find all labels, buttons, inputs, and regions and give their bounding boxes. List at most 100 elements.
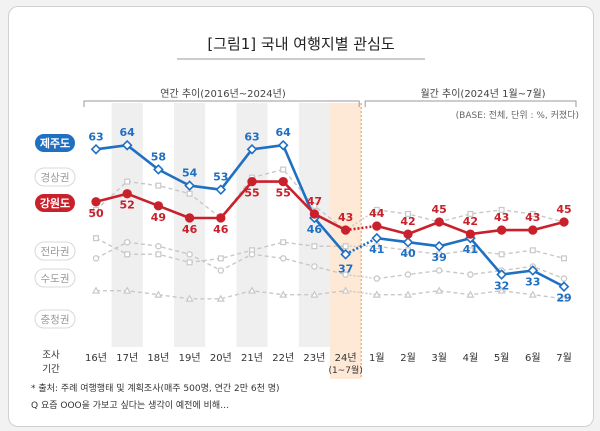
legend-label: 경상권	[41, 171, 70, 184]
x-tick-label: 1월	[369, 352, 385, 364]
data-point	[186, 259, 193, 266]
data-point	[90, 143, 102, 155]
data-label: 40	[400, 247, 416, 260]
data-point	[371, 232, 383, 244]
x-tick-label: 20년	[210, 352, 232, 364]
footnote-question: Q 요즘 OOO을 가보고 싶다는 생각이 예전에 비해…	[31, 399, 229, 411]
monthly-section-label: 월간 추이(2024년 1월~7월)	[420, 88, 545, 100]
data-label: 37	[338, 262, 353, 275]
data-label: 41	[369, 243, 384, 256]
data-point	[527, 265, 539, 276]
data-point	[279, 255, 287, 262]
legend-pill	[34, 241, 76, 261]
x-tick-label: 5월	[494, 352, 510, 364]
base-note: (BASE: 전체, 단위 : %, 커졌다)	[456, 109, 579, 121]
series-수도권	[92, 238, 568, 282]
axis-label-line1: 조사	[42, 350, 60, 361]
chart-background	[83, 100, 577, 379]
data-point	[310, 290, 319, 298]
data-point	[528, 290, 537, 298]
data-point	[435, 286, 444, 294]
data-point	[184, 213, 195, 223]
series-line	[345, 237, 378, 256]
period-shade	[111, 103, 143, 347]
data-point	[248, 251, 256, 258]
data-point	[184, 180, 195, 191]
data-label: 55	[244, 187, 259, 200]
data-label: 47	[307, 195, 322, 208]
data-label: 46	[182, 223, 198, 236]
data-label: 63	[244, 130, 259, 143]
line-chart: [그림1] 국내 여행지별 관심도 연간 추이(2016년~2024년) 월간 …	[31, 35, 579, 411]
monthly-bracket	[364, 100, 577, 107]
data-point	[122, 189, 132, 199]
data-point	[560, 275, 568, 282]
data-point	[558, 281, 570, 292]
data-point	[155, 182, 162, 189]
data-point	[309, 209, 320, 219]
legend-item-수도권: 수도권	[34, 268, 76, 288]
data-label: 32	[494, 280, 509, 293]
x-tick-label: 24년	[335, 352, 357, 364]
data-point	[92, 255, 100, 262]
data-point	[92, 206, 99, 213]
data-label: 53	[213, 171, 228, 184]
data-point	[497, 286, 506, 294]
series-전라권	[92, 235, 567, 266]
x-tick-label: 17년	[116, 352, 138, 364]
data-point	[434, 217, 444, 227]
data-point	[433, 240, 445, 252]
data-point	[215, 184, 227, 196]
period-shade	[298, 103, 330, 347]
series-강원도: 50 52 49 46 46 55 55 47 43 44 42 45 42 43 43 45	[88, 176, 572, 239]
period-shade	[236, 103, 268, 347]
data-point	[217, 267, 225, 274]
data-label: 64	[120, 126, 136, 139]
x-tick-label: 7월	[556, 352, 572, 364]
x-tick-label: 19년	[179, 352, 201, 364]
legend-item-전라권: 전라권	[34, 241, 76, 261]
data-point	[373, 275, 381, 282]
data-label: 44	[369, 207, 385, 220]
data-point	[372, 290, 381, 298]
data-label: 33	[525, 275, 540, 288]
data-label: 42	[463, 215, 478, 228]
legend-item-제주도: 제주도	[35, 134, 75, 152]
data-point	[155, 242, 162, 250]
data-point	[247, 286, 257, 294]
data-point	[279, 290, 288, 298]
data-point	[311, 243, 318, 250]
data-point	[559, 294, 569, 302]
data-point	[123, 286, 132, 294]
data-point	[341, 286, 350, 294]
data-point	[467, 247, 474, 254]
data-point	[91, 286, 101, 294]
legend-pill	[34, 167, 76, 187]
legend-item-경상권: 경상권	[34, 167, 76, 187]
data-point	[467, 271, 474, 278]
series-line	[345, 224, 377, 232]
legend-pill	[35, 134, 75, 152]
series-layer: 63 64 58 54 53 63 64 46 37 41 40 39 41 32 33 29 50 52 49 46…	[88, 126, 571, 304]
legend-label: 충청권	[41, 314, 70, 326]
legend-label: 수도권	[41, 273, 70, 285]
x-tick-label: 21년	[241, 352, 263, 364]
data-label: 50	[88, 207, 104, 220]
x-tick-label: 18년	[147, 352, 169, 364]
x-tick-label: 22년	[272, 352, 294, 364]
data-point	[216, 294, 225, 302]
data-point	[528, 225, 538, 235]
data-label: 52	[120, 199, 135, 212]
data-point	[153, 164, 164, 175]
legend-pill	[35, 194, 75, 212]
data-point	[124, 178, 131, 185]
data-label: 29	[556, 292, 571, 305]
x-tick-label: 2월	[400, 352, 416, 364]
data-point	[498, 206, 505, 213]
data-point	[402, 236, 414, 248]
data-point	[311, 202, 318, 209]
data-point	[403, 229, 413, 239]
data-label: 46	[213, 223, 229, 236]
data-label: 54	[182, 167, 198, 180]
legend-item-강원도: 강원도	[35, 194, 75, 212]
